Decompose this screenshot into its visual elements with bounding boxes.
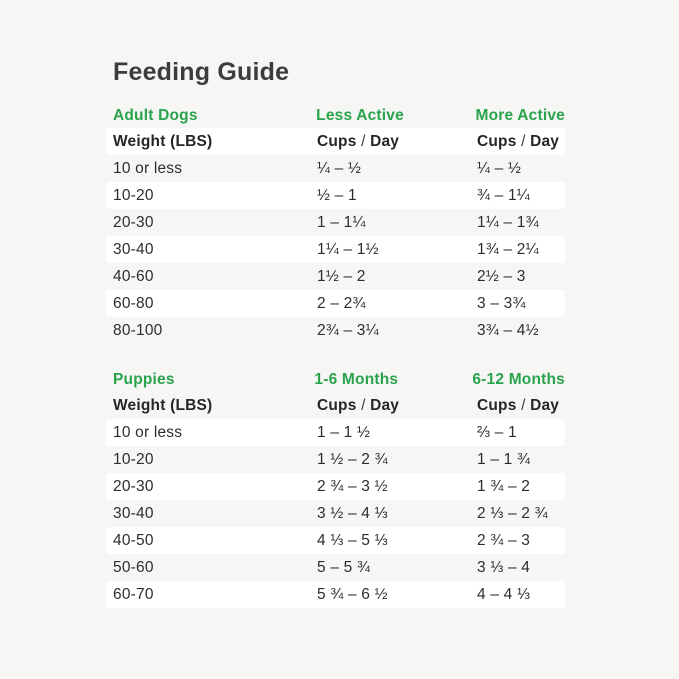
cups-range-cell: 4 ⅓ – 5 ⅓ bbox=[317, 531, 388, 549]
column-header-text: Cups bbox=[317, 132, 357, 150]
slash-separator: / bbox=[516, 396, 531, 414]
cups-range-cell: 1½ – 2 bbox=[317, 267, 366, 285]
section-column-header: 1-6 Months bbox=[314, 371, 399, 388]
column-header-text: Day bbox=[530, 132, 560, 150]
column-header-text: Cups bbox=[317, 396, 357, 414]
cups-range-cell: 2 ¾ – 3 bbox=[477, 531, 531, 549]
weight-range-cell: 30-40 bbox=[113, 240, 154, 258]
section-column-header: 6-12 Months bbox=[472, 371, 565, 388]
section-puppies: Puppies 1-6 Months 6-12 Months Weight (LBS)… bbox=[106, 368, 565, 608]
cups-range-cell: 4 – 4 ⅓ bbox=[477, 585, 531, 603]
weight-range-cell: 60-80 bbox=[113, 294, 154, 312]
weight-range-cell: 10 or less bbox=[113, 423, 183, 441]
weight-range-cell: 20-30 bbox=[113, 477, 154, 495]
table-row: 10 or less 1 – 1 ½ ⅔ – 1 bbox=[106, 419, 565, 446]
column-header-text: Weight (LBS) bbox=[113, 396, 213, 414]
cups-per-day-header-cell: Cups / Day bbox=[317, 133, 477, 151]
cups-range-cell: 5 ¾ – 6 ½ bbox=[317, 585, 388, 603]
slash-separator: / bbox=[356, 396, 371, 414]
column-header-text: Day bbox=[530, 396, 560, 414]
column-header-text: Day bbox=[370, 132, 400, 150]
slash-separator: / bbox=[356, 132, 371, 150]
weight-range-cell: 10-20 bbox=[113, 450, 154, 468]
cups-range-cell: ¾ – 1¼ bbox=[477, 186, 530, 204]
column-header-row: Weight (LBS) Cups / Day Cups / Day bbox=[106, 392, 565, 419]
cups-range-cell: 1 – 1 ¾ bbox=[477, 450, 531, 468]
section-column-header: More Active bbox=[475, 107, 565, 124]
cups-range-cell: 1 ½ – 2 ¾ bbox=[317, 450, 388, 468]
cups-range-cell: 2 – 2¾ bbox=[317, 294, 366, 312]
weight-range-cell: 20-30 bbox=[113, 213, 154, 231]
cups-range-cell: 1 – 1¼ bbox=[317, 213, 366, 231]
table-row: 10 or less ¼ – ½ ¼ – ½ bbox=[106, 155, 565, 182]
section-title-puppies: Puppies bbox=[113, 371, 175, 388]
cups-range-cell: ¼ – ½ bbox=[477, 159, 522, 177]
cups-range-cell: 1¼ – 1¾ bbox=[477, 213, 539, 231]
cups-range-cell: 1 ¾ – 2 bbox=[477, 477, 531, 495]
cups-range-cell: ¼ – ½ bbox=[317, 159, 362, 177]
feeding-tables: Adult Dogs Less Active More Active Weight (… bbox=[106, 104, 565, 608]
table-row: 40-50 4 ⅓ – 5 ⅓ 2 ¾ – 3 bbox=[106, 527, 565, 554]
table-row: 30-40 1¼ – 1½ 1¾ – 2¼ bbox=[106, 236, 565, 263]
weight-range-cell: 40-50 bbox=[113, 531, 154, 549]
section-column-header: Less Active bbox=[316, 107, 404, 124]
weight-range-cell: 60-70 bbox=[113, 585, 154, 603]
weight-range-cell: 80-100 bbox=[113, 321, 163, 339]
cups-range-cell: 3¾ – 4½ bbox=[477, 321, 539, 339]
cups-per-day-header-cell: Cups / Day bbox=[477, 133, 565, 151]
cups-range-cell: 3 ½ – 4 ⅓ bbox=[317, 504, 388, 522]
column-header-text: Weight (LBS) bbox=[113, 132, 213, 150]
cups-range-cell: 2¾ – 3¼ bbox=[317, 321, 379, 339]
section-adult-dogs: Adult Dogs Less Active More Active Weight (… bbox=[106, 104, 565, 344]
page-title: Feeding Guide bbox=[113, 58, 290, 86]
table-row: 80-100 2¾ – 3¼ 3¾ – 4½ bbox=[106, 317, 565, 344]
cups-per-day-header-cell: Cups / Day bbox=[477, 397, 565, 415]
cups-per-day-header-cell: Cups / Day bbox=[317, 397, 477, 415]
cups-range-cell: 2 ¾ – 3 ½ bbox=[317, 477, 388, 495]
section-header-row-adult-dogs: Adult Dogs Less Active More Active bbox=[106, 104, 565, 128]
weight-header-cell: Weight (LBS) bbox=[106, 397, 317, 415]
cups-range-cell: 3 ⅓ – 4 bbox=[477, 558, 531, 576]
table-row: 30-40 3 ½ – 4 ⅓ 2 ⅓ – 2 ¾ bbox=[106, 500, 565, 527]
weight-range-cell: 10 or less bbox=[113, 159, 183, 177]
cups-range-cell: 5 – 5 ¾ bbox=[317, 558, 371, 576]
table-row: 10-20 ½ – 1 ¾ – 1¼ bbox=[106, 182, 565, 209]
cups-range-cell: 1¾ – 2¼ bbox=[477, 240, 539, 258]
cups-range-cell: 2½ – 3 bbox=[477, 267, 526, 285]
table-row: 10-20 1 ½ – 2 ¾ 1 – 1 ¾ bbox=[106, 446, 565, 473]
cups-range-cell: 1¼ – 1½ bbox=[317, 240, 379, 258]
slash-separator: / bbox=[516, 132, 531, 150]
weight-range-cell: 10-20 bbox=[113, 186, 154, 204]
weight-range-cell: 30-40 bbox=[113, 504, 154, 522]
column-header-row: Weight (LBS) Cups / Day Cups / Day bbox=[106, 128, 565, 155]
table-row: 20-30 1 – 1¼ 1¼ – 1¾ bbox=[106, 209, 565, 236]
weight-range-cell: 50-60 bbox=[113, 558, 154, 576]
cups-range-cell: ½ – 1 bbox=[317, 186, 357, 204]
table-row: 50-60 5 – 5 ¾ 3 ⅓ – 4 bbox=[106, 554, 565, 581]
table-row: 20-30 2 ¾ – 3 ½ 1 ¾ – 2 bbox=[106, 473, 565, 500]
cups-range-cell: ⅔ – 1 bbox=[477, 423, 517, 441]
weight-header-cell: Weight (LBS) bbox=[106, 133, 317, 151]
section-header-row-puppies: Puppies 1-6 Months 6-12 Months bbox=[106, 368, 565, 392]
column-header-text: Cups bbox=[477, 132, 517, 150]
column-header-text: Cups bbox=[477, 396, 517, 414]
cups-range-cell: 3 – 3¾ bbox=[477, 294, 526, 312]
column-header-text: Day bbox=[370, 396, 400, 414]
cups-range-cell: 2 ⅓ – 2 ¾ bbox=[477, 504, 548, 522]
weight-range-cell: 40-60 bbox=[113, 267, 154, 285]
feeding-guide-content: Feeding Guide Adult Dogs Less Active More … bbox=[106, 58, 565, 608]
table-row: 40-60 1½ – 2 2½ – 3 bbox=[106, 263, 565, 290]
cups-range-cell: 1 – 1 ½ bbox=[317, 423, 371, 441]
section-title-adult-dogs: Adult Dogs bbox=[113, 107, 198, 124]
table-row: 60-80 2 – 2¾ 3 – 3¾ bbox=[106, 290, 565, 317]
table-row: 60-70 5 ¾ – 6 ½ 4 – 4 ⅓ bbox=[106, 581, 565, 608]
